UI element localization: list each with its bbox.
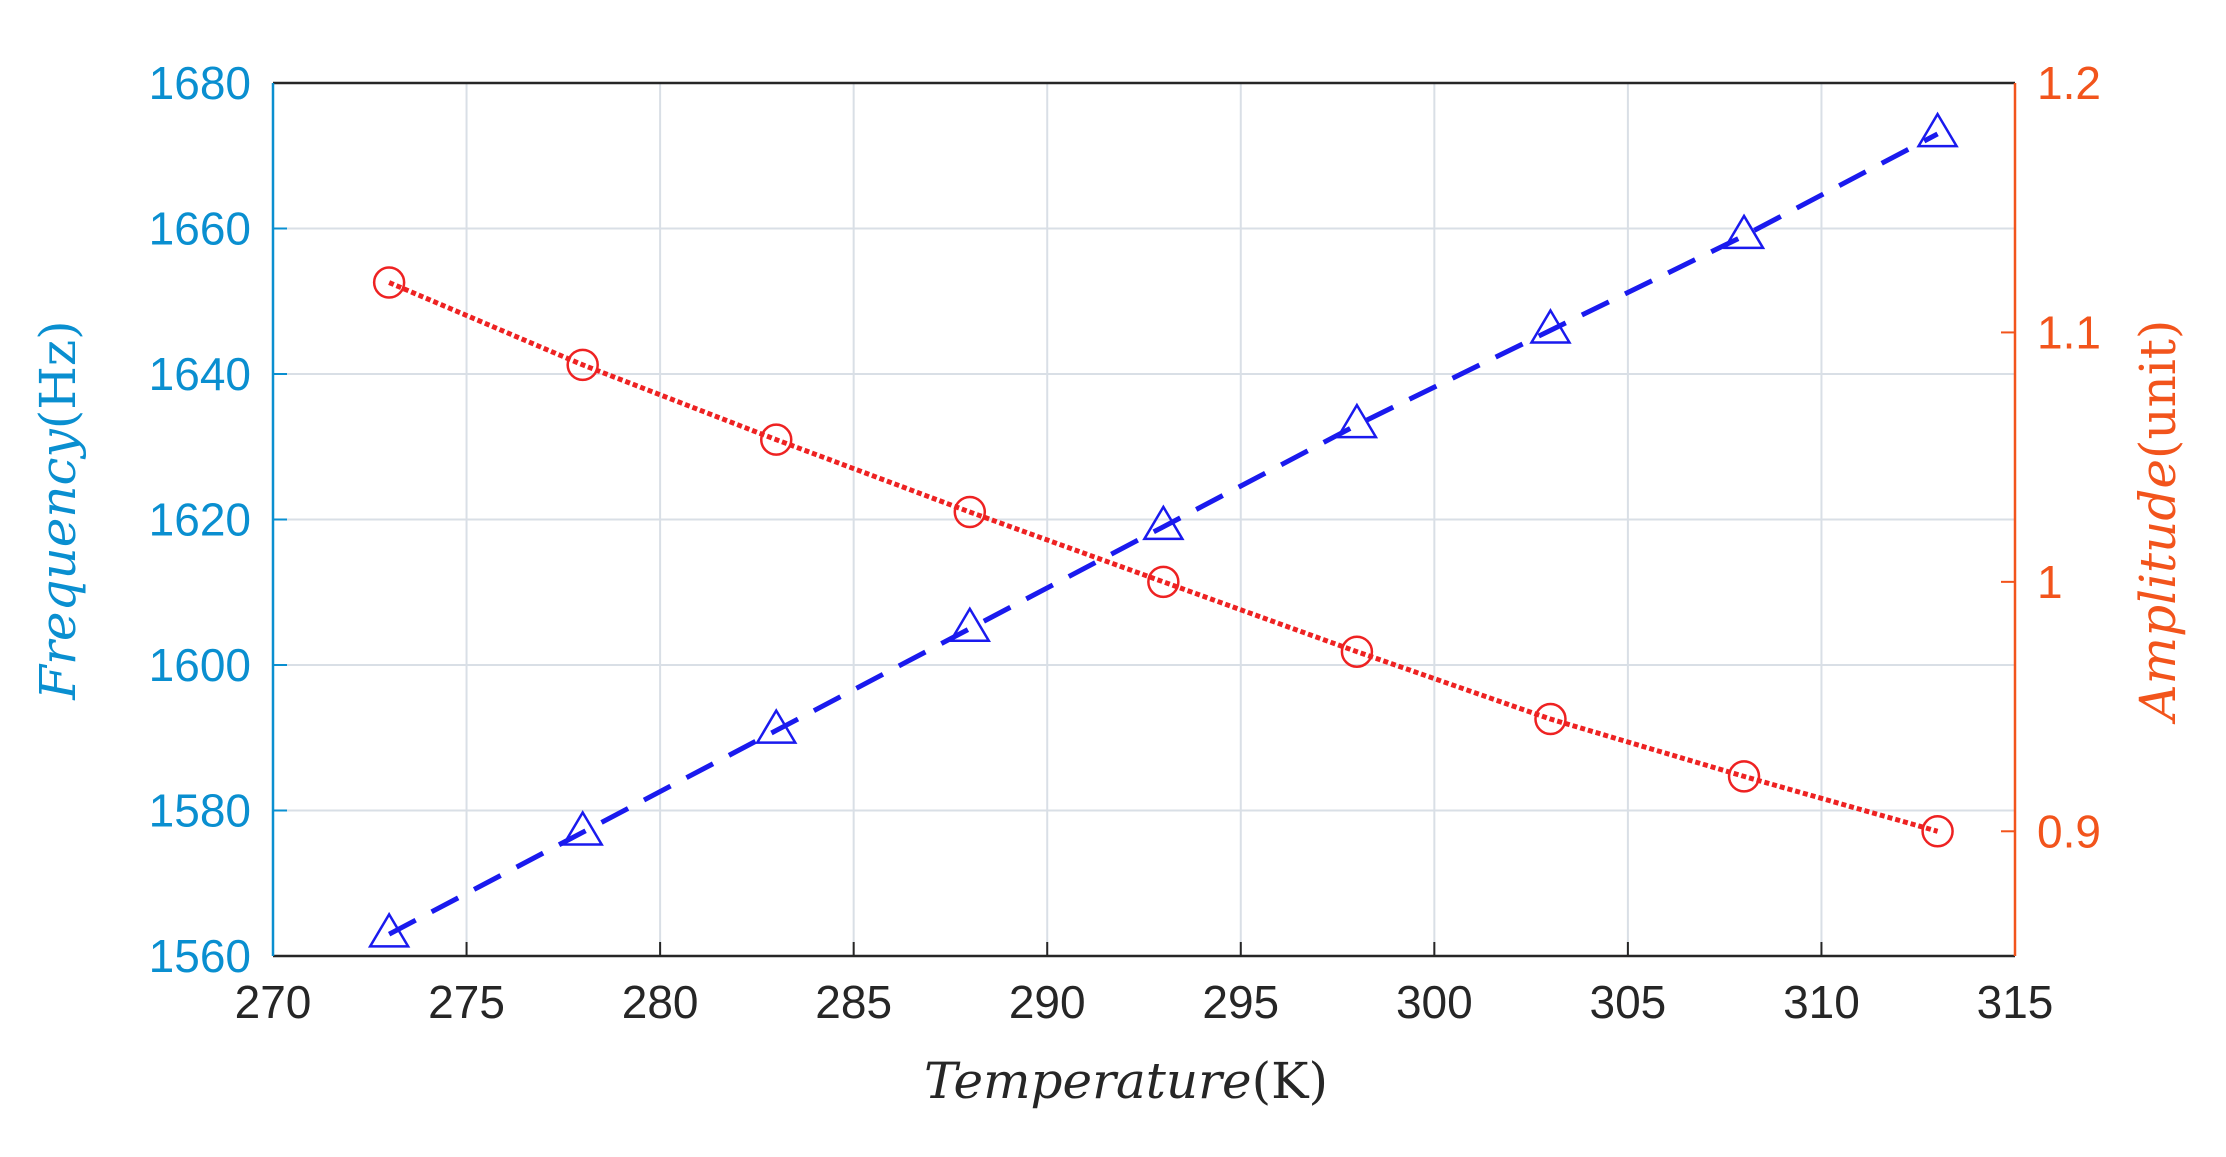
frequency-point	[1722, 213, 1766, 250]
y-left-tick-label: 1600	[149, 639, 251, 691]
y-left-axis-title: Frequency(Hz)	[29, 320, 87, 700]
y-left-tick-label: 1620	[149, 494, 251, 546]
x-axis-title: Temperature(K)	[924, 1052, 1328, 1110]
x-axis-title-unit: (K)	[1252, 1052, 1328, 1110]
y-left-axis-title-unit: (Hz)	[29, 320, 87, 429]
y-right-axis-title: Amplitude(unit)	[2129, 320, 2187, 725]
x-tick-label: 305	[1590, 976, 1667, 1028]
x-tick-label: 290	[1009, 976, 1086, 1028]
frequency-point	[561, 810, 604, 846]
grid	[273, 83, 2015, 956]
amplitude-point	[1147, 565, 1180, 599]
y-left-tick-label: 1640	[149, 348, 251, 400]
amplitude-point	[566, 348, 599, 382]
tick-labels: 270 275 280 285 290 295 300 305 310 315 1560 1580 16…	[149, 57, 2101, 1028]
frequency-point	[1142, 504, 1185, 541]
amplitude-point	[372, 266, 406, 299]
x-tick-label: 300	[1396, 976, 1473, 1028]
x-tick-label: 295	[1202, 976, 1279, 1028]
y-right-axis-title-name: Amplitude	[2129, 459, 2187, 724]
y-right-tick-label: 0.9	[2037, 805, 2101, 857]
frequency-point	[755, 708, 798, 744]
axes	[271, 81, 2017, 958]
amplitude-line	[388, 280, 1939, 834]
y-left-tick-label: 1580	[149, 785, 251, 837]
frequency-line	[387, 131, 1939, 937]
amplitude-point	[759, 423, 793, 456]
amplitude-point	[953, 495, 987, 529]
y-right-axis-title-unit: (unit)	[2129, 320, 2187, 460]
amplitude-point	[1340, 635, 1374, 668]
x-axis-title-name: Temperature	[924, 1052, 1252, 1110]
x-tick-label: 280	[622, 976, 699, 1028]
x-tick-label: 270	[235, 976, 312, 1028]
y-left-tick-label: 1560	[149, 930, 251, 982]
x-tick-label: 275	[428, 976, 505, 1028]
y-left-axis-title-name: Frequency	[29, 429, 87, 701]
frequency-point	[1916, 111, 1959, 148]
amplitude-point	[1534, 702, 1567, 736]
y-right-tick-label: 1.2	[2037, 57, 2101, 109]
y-left-tick-label: 1680	[149, 57, 251, 109]
frequency-point	[367, 911, 411, 948]
y-right-tick-label: 1	[2037, 556, 2063, 608]
y-left-tick-label: 1660	[149, 203, 251, 255]
amplitude-point	[1727, 760, 1761, 793]
frequency-point	[948, 606, 991, 643]
frequency-point	[1529, 308, 1572, 344]
x-tick-label: 310	[1783, 976, 1860, 1028]
series-layer	[367, 111, 1959, 948]
y-right-tick-label: 1.1	[2037, 306, 2101, 358]
amplitude-point	[1921, 815, 1954, 848]
frequency-point	[1335, 402, 1379, 439]
x-tick-label: 285	[815, 976, 892, 1028]
x-tick-label: 315	[1977, 976, 2054, 1028]
